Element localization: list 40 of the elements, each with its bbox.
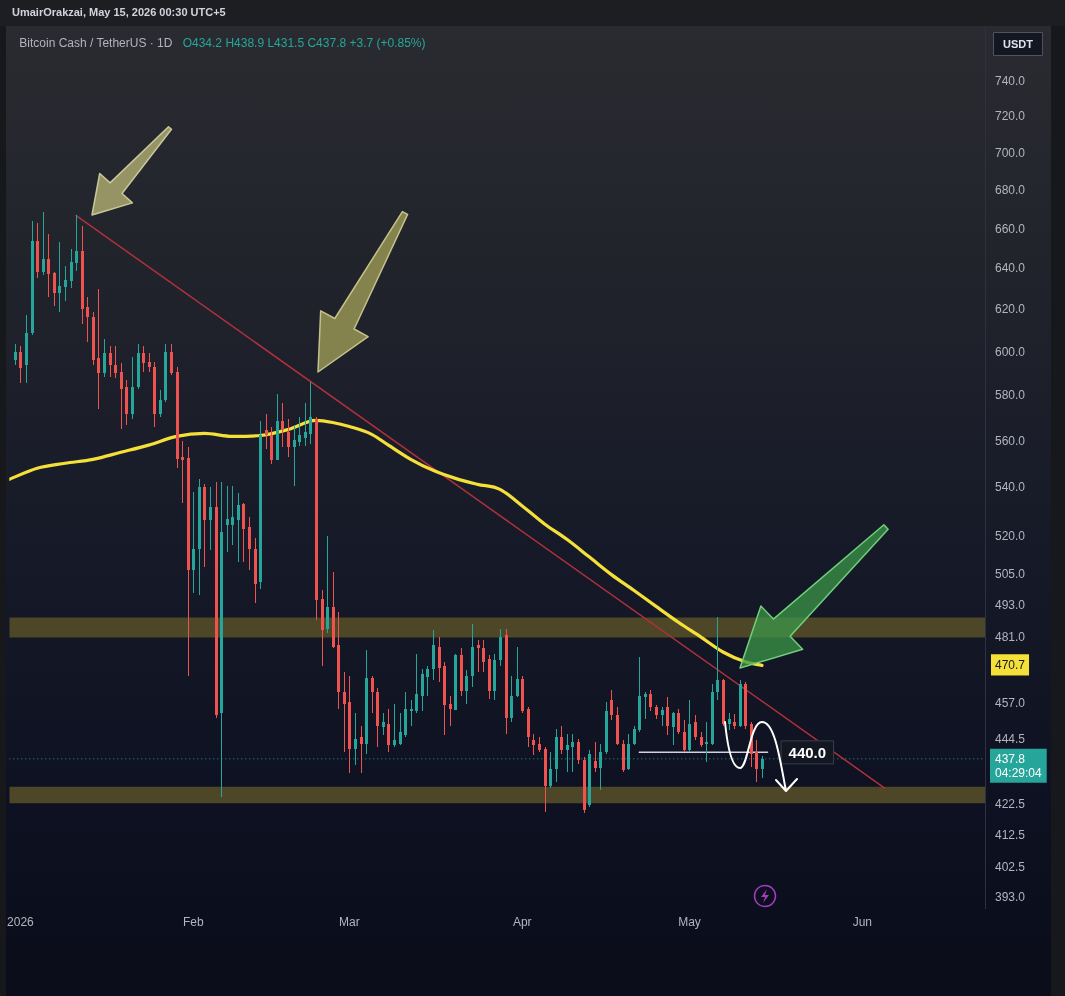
x-tick-label: Mar [339,914,360,929]
text: UmairOrakzai, May 15, 2026 00:30 UTC+5 [12,6,226,19]
y-tick-label: 402.5 [995,859,1026,874]
y-tick-label: 660.0 [995,221,1026,236]
y-tick-label: 680.0 [995,183,1026,198]
y-tick-label: 422.5 [995,797,1026,812]
y-tick-label: 740.0 [995,73,1026,88]
y-tick-label: 412.5 [995,827,1026,842]
annotation: 440.0 [788,743,827,761]
candlestick [477,640,480,672]
y-tick-label: 600.0 [995,344,1026,359]
y-tick-label: 720.0 [995,109,1026,124]
x-tick-label: Jun [852,914,873,929]
y-tick-label: 457.0 [995,695,1026,710]
candlestick [410,700,413,726]
candlestick [226,486,229,552]
candlestick [58,242,61,312]
y-axis-title: USDT [1003,37,1034,50]
y-tick-label: 640.0 [995,261,1026,276]
y-tick-label: 493.0 [995,597,1026,612]
text: O434.2 H438.9 L431.5 C437.8 +3.7 (+0.85%) [182,36,426,51]
y-tick-label: 470.7 [995,657,1026,672]
y-tick-label: 540.0 [995,480,1026,495]
y-tick-label: 580.0 [995,388,1026,403]
y-tick-label: 505.0 [995,566,1026,581]
y-tick-label: 520.0 [995,529,1026,544]
x-tick-label: 2026 [7,914,35,929]
text: Bitcoin Cash / TetherUS · 1D [19,36,173,51]
x-tick-label: Feb [182,914,204,929]
y-tick-label: 700.0 [995,145,1026,160]
candlestick [181,441,184,503]
line-series [9,418,764,667]
y-tick-label: 560.0 [995,433,1026,448]
y-tick-label: 444.5 [995,731,1026,746]
x-tick-label: Apr [512,914,532,929]
y-tick-label: 481.0 [995,629,1026,644]
x-tick-label: May [678,914,701,929]
y-tick-label: 620.0 [995,302,1026,317]
y-tick-label: 393.0 [995,890,1026,905]
ref-line-label: 437.8 04:29:04 [995,752,1043,781]
